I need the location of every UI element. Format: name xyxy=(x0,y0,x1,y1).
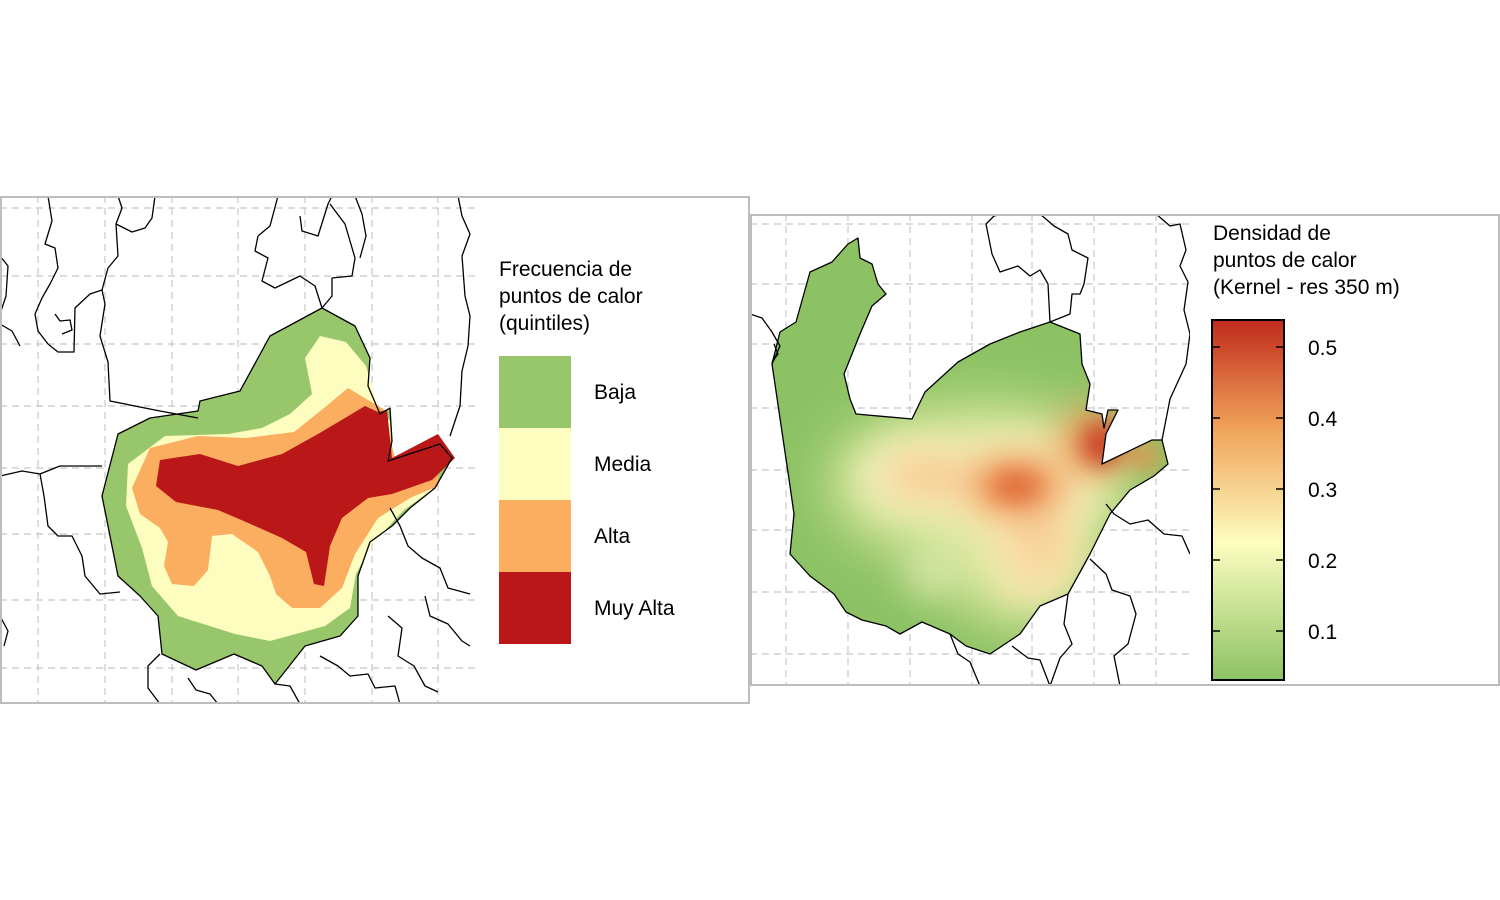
colorbar-tick-label: 0.1 xyxy=(1308,621,1337,644)
municipal-boundary xyxy=(1049,593,1073,686)
municipal-boundary xyxy=(0,323,21,347)
colorbar-tick-label: 0.5 xyxy=(1308,337,1337,360)
municipal-boundary xyxy=(985,214,1005,245)
legend-title-line: (Kernel - res 350 m) xyxy=(1213,276,1400,299)
map-area xyxy=(750,214,1190,686)
municipal-boundary xyxy=(387,615,439,693)
legend-label-media: Media xyxy=(594,453,652,476)
municipal-boundary xyxy=(0,615,9,647)
legend-title-line: Densidad de xyxy=(1213,222,1331,245)
municipal-boundary xyxy=(989,243,1051,323)
legend-label-baja: Baja xyxy=(594,381,636,404)
colorbar-tick-label: 0.3 xyxy=(1308,479,1337,502)
municipal-boundary xyxy=(0,255,9,315)
legend-swatch-muy-alta xyxy=(499,572,571,644)
department-boundary xyxy=(771,237,1169,655)
legend-swatch-baja xyxy=(499,356,571,428)
municipal-boundary xyxy=(449,196,471,437)
legend-title-line: puntos de calor xyxy=(1213,249,1357,272)
municipal-boundary xyxy=(99,289,199,419)
legend-swatch-alta xyxy=(499,500,571,572)
municipal-boundary xyxy=(39,473,121,595)
municipal-boundary xyxy=(321,203,356,309)
legend-label-muy-alta: Muy Alta xyxy=(594,597,675,620)
municipal-boundary xyxy=(1011,645,1051,686)
municipal-boundary xyxy=(187,677,219,704)
municipal-boundary xyxy=(1039,214,1089,323)
municipal-boundary xyxy=(424,595,471,647)
municipal-boundary xyxy=(299,196,333,237)
quintile-legend: Frecuencia de puntos de calor (quintiles… xyxy=(499,258,675,644)
map-area xyxy=(0,196,475,704)
colorbar xyxy=(1211,319,1285,681)
density-surface xyxy=(772,238,1168,654)
municipal-boundary xyxy=(115,196,156,233)
municipal-boundary xyxy=(34,196,123,353)
quintile-map: Frecuencia de puntos de calor (quintiles… xyxy=(0,196,750,704)
map-frame xyxy=(0,196,750,704)
municipal-boundary xyxy=(354,196,367,259)
colorbar-tick-label: 0.4 xyxy=(1308,408,1338,431)
kernel-density-map: Densidad de puntos de calor (Kernel - re… xyxy=(750,214,1500,686)
municipal-boundary xyxy=(257,196,279,237)
department-boundary xyxy=(101,307,453,685)
colorbar-tick-label: 0.2 xyxy=(1308,550,1337,573)
density-legend: Densidad de puntos de calor (Kernel - re… xyxy=(1211,222,1400,681)
municipal-boundary xyxy=(274,683,301,704)
legend-title-line: Frecuencia de xyxy=(499,258,632,281)
municipal-boundary xyxy=(319,655,401,704)
municipal-boundary xyxy=(1155,214,1190,441)
legend-swatch-media xyxy=(499,428,571,500)
municipal-boundary xyxy=(771,343,779,363)
kernel-density-map-panel: Densidad de puntos de calor (Kernel - re… xyxy=(750,214,1500,686)
legend-title-line: puntos de calor xyxy=(499,285,643,308)
zone-muy-alta xyxy=(156,406,455,586)
municipal-boundary xyxy=(949,633,981,686)
municipal-boundary xyxy=(1089,558,1137,686)
map-frame xyxy=(750,214,1500,686)
legend-label-alta: Alta xyxy=(594,525,631,548)
municipal-boundary xyxy=(254,235,323,309)
municipal-boundary xyxy=(1105,503,1190,555)
quintile-map-panel: Frecuencia de puntos de calor (quintiles… xyxy=(0,196,750,704)
legend-title-line: (quintiles) xyxy=(499,312,590,335)
municipal-boundary xyxy=(389,507,471,595)
municipal-boundary xyxy=(54,313,73,335)
municipal-boundary xyxy=(147,653,161,704)
